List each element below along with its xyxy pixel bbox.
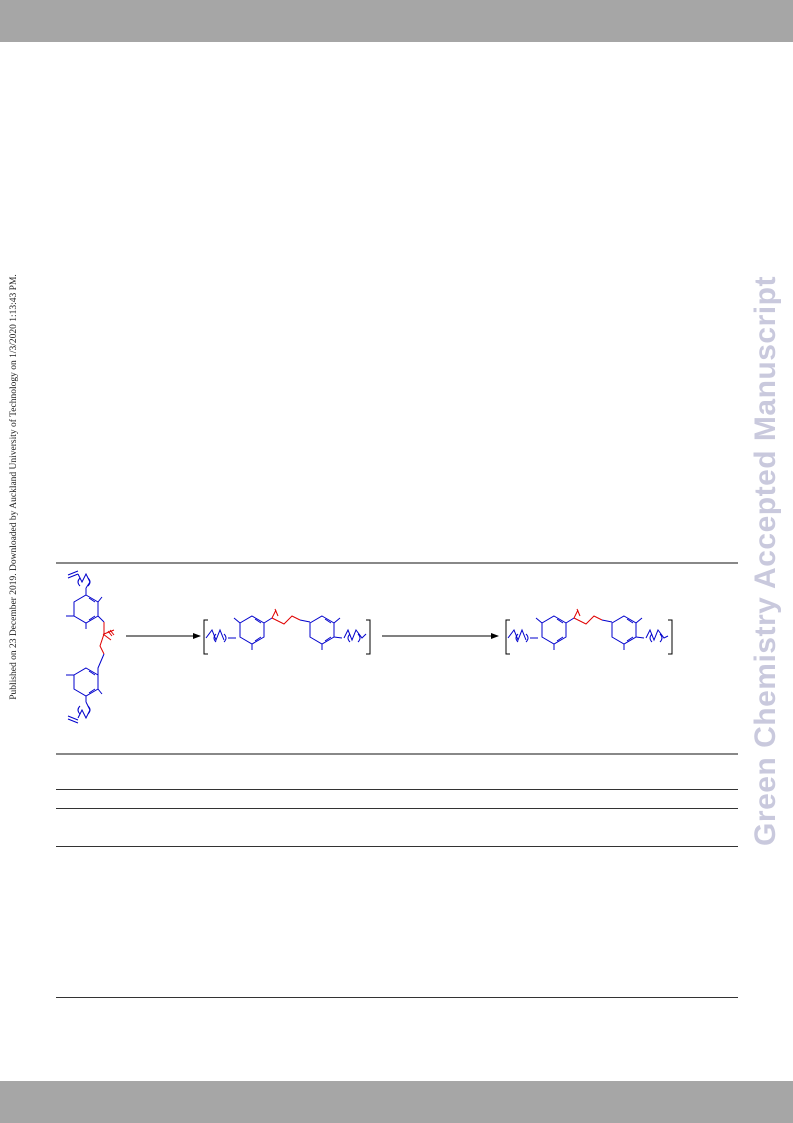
- table-divider-rule: [56, 846, 738, 847]
- top-header-bar: [0, 0, 793, 42]
- scheme-bottom-rule: [56, 753, 738, 755]
- scheme-top-rule: [56, 562, 738, 564]
- table-bottom-rule: [56, 997, 738, 998]
- table-header-rule: [56, 808, 738, 809]
- unsaturated-polyester-structure: [203, 608, 371, 655]
- monomer-structure: [66, 570, 115, 724]
- reaction-scheme: [66, 570, 673, 724]
- bottom-footer-bar: [0, 1081, 793, 1123]
- accepted-manuscript-watermark: Green Chemistry Accepted Manuscript: [749, 276, 782, 846]
- provenance-note: Published on 23 December 2019. Downloade…: [9, 274, 19, 700]
- table-top-rule: [56, 789, 738, 790]
- saturated-polyester-structure: [505, 608, 673, 655]
